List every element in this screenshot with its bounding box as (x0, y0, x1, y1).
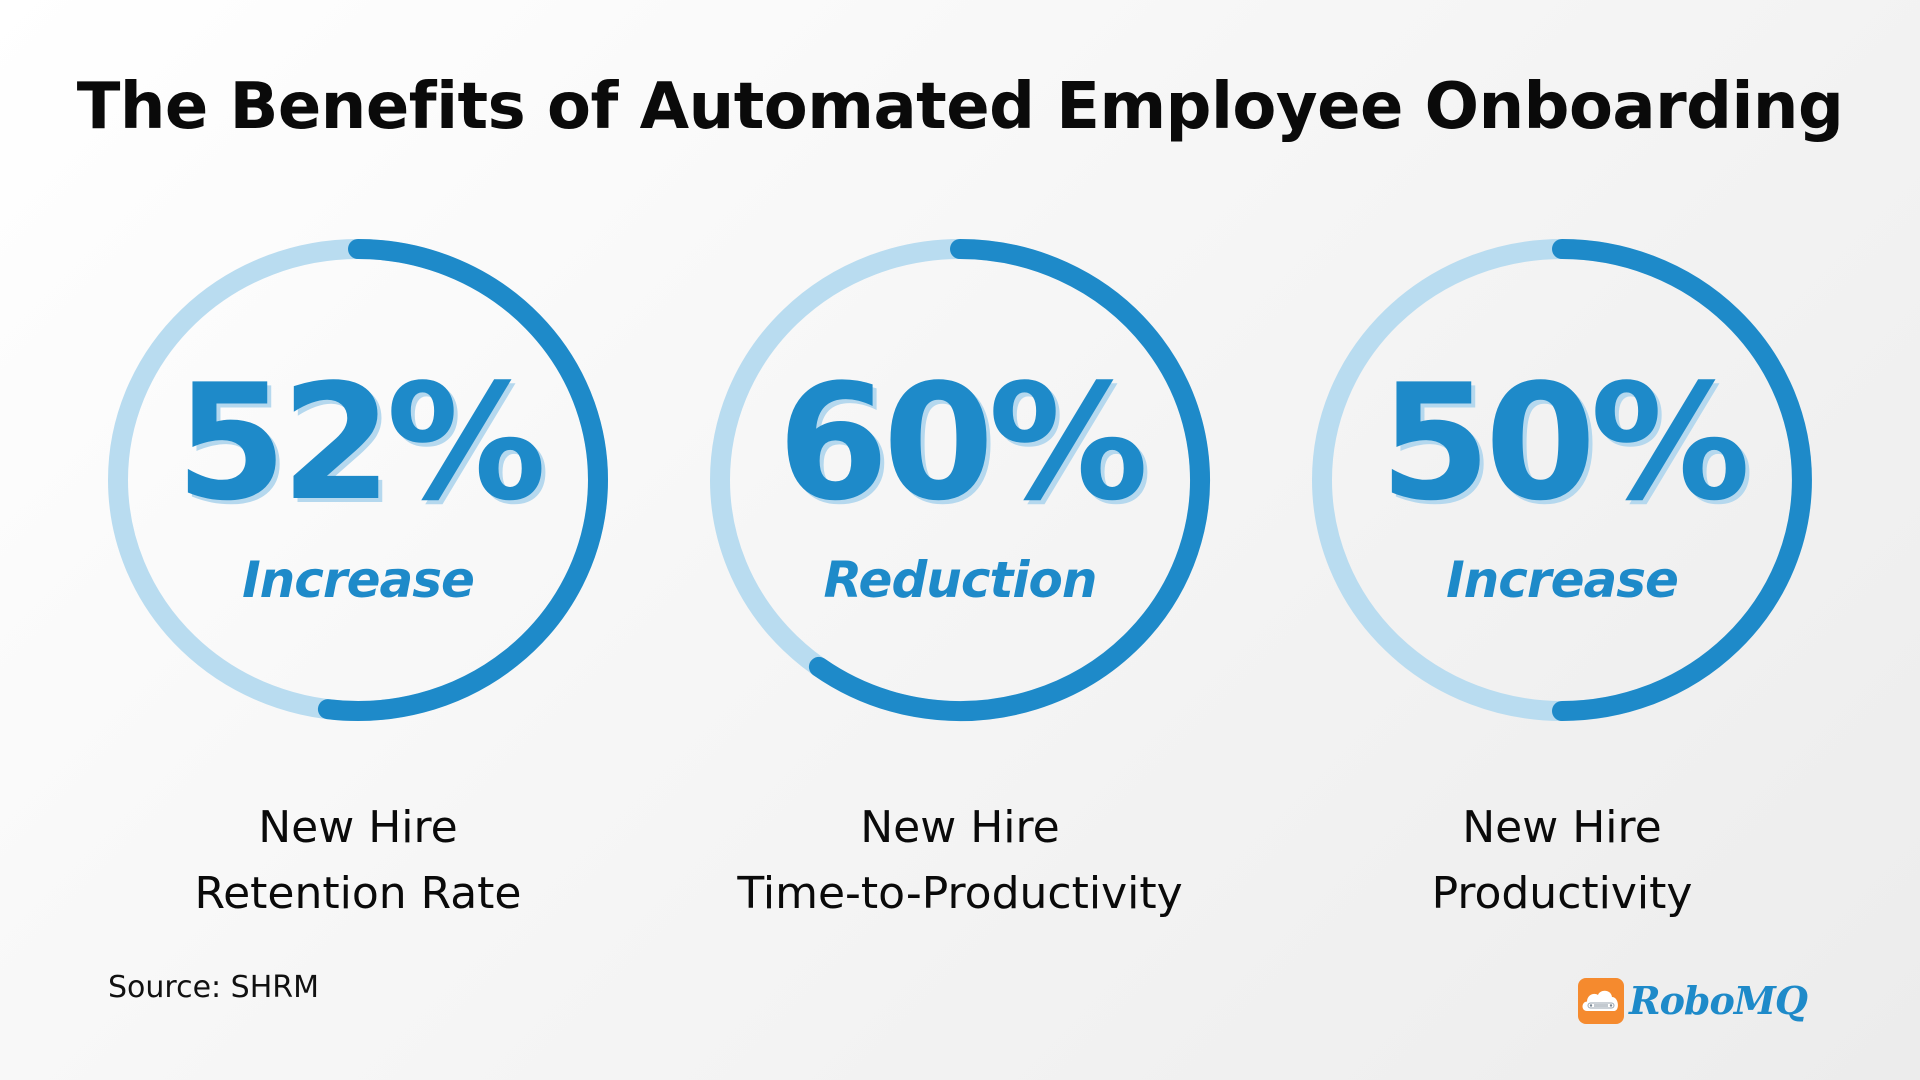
stat-label-retention-rate: New Hire Retention Rate (48, 795, 668, 927)
stat-time-to-productivity: 60% Reduction (700, 228, 1220, 728)
progress-ring (108, 239, 608, 721)
stat-qualifier: Reduction (823, 551, 1098, 609)
stat-value: 52% (175, 349, 547, 536)
label-line-1: New Hire (1462, 802, 1662, 853)
cloud-icon (1578, 978, 1624, 1024)
label-line-2: Productivity (1431, 868, 1693, 919)
stat-label-time-to-productivity: New Hire Time-to-Productivity (650, 795, 1270, 927)
label-line-1: New Hire (258, 802, 458, 853)
source-citation: Source: SHRM (108, 970, 320, 1005)
stat-value: 60% (777, 349, 1149, 536)
stat-retention-rate: 52% Increase (98, 228, 618, 728)
progress-ring (710, 239, 1210, 721)
label-line-2: Retention Rate (194, 868, 522, 919)
stat-label-productivity: New Hire Productivity (1252, 795, 1872, 927)
progress-ring (1312, 239, 1812, 721)
stat-value: 50% (1379, 349, 1751, 536)
logo-wordmark: RoboMQ (1629, 978, 1808, 1023)
progress-arc (317, 239, 608, 721)
page-title: The Benefits of Automated Employee Onboa… (76, 70, 1844, 144)
stat-qualifier: Increase (242, 551, 475, 609)
label-line-2: Time-to-Productivity (737, 868, 1183, 919)
stat-productivity: 50% Increase (1302, 228, 1822, 728)
progress-arc (1552, 239, 1812, 721)
robomq-logo: RoboMQ (1578, 978, 1808, 1024)
stat-qualifier: Increase (1446, 551, 1679, 609)
label-line-1: New Hire (860, 802, 1060, 853)
progress-arc (808, 239, 1210, 721)
